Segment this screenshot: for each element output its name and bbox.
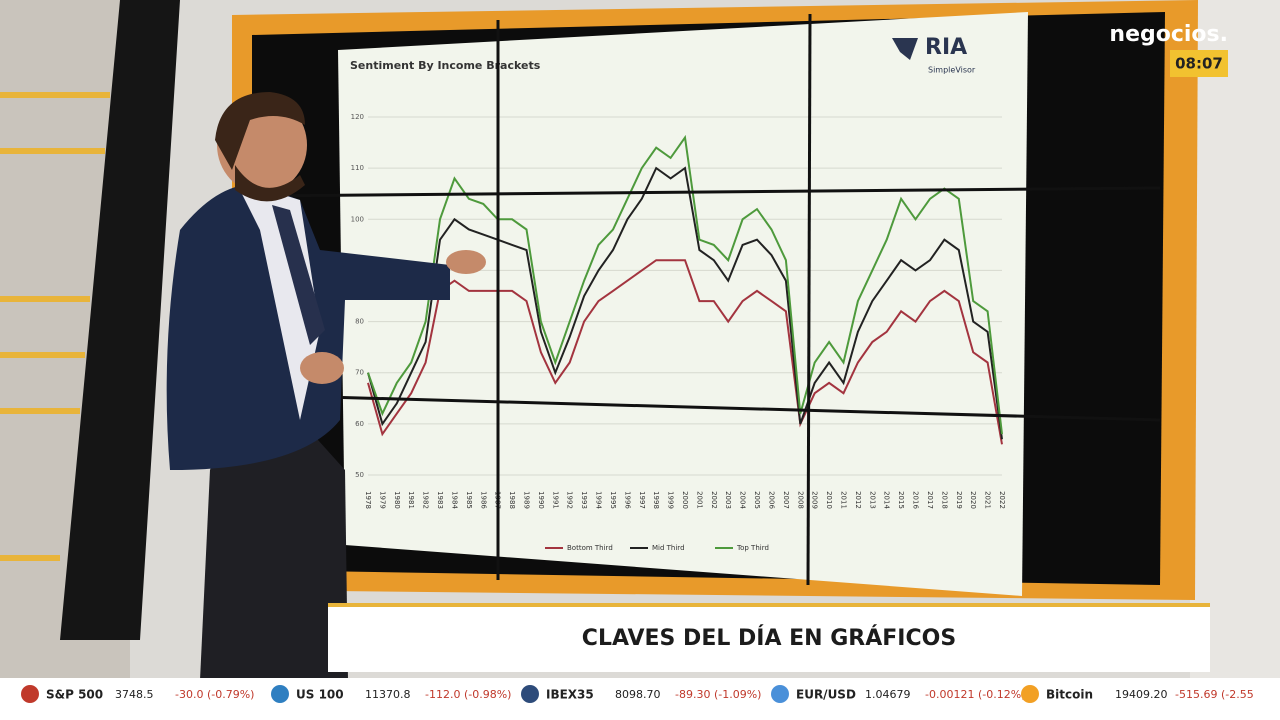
- x-tick-label: 1983: [436, 491, 444, 509]
- channel-logo: negocios.: [1109, 22, 1228, 47]
- ticker-name: EUR/USD: [796, 688, 856, 702]
- ticker-price: 19409.20: [1115, 688, 1168, 701]
- ticker-name: Bitcoin: [1046, 688, 1093, 702]
- ticker-change: -0.00121 (-0.12%): [925, 688, 1025, 701]
- x-tick-label: 1986: [479, 491, 487, 509]
- ticker-price: 11370.8: [365, 688, 411, 701]
- y-tick-label: 70: [355, 369, 364, 377]
- presenter: [166, 92, 486, 680]
- ticker-bar: [0, 678, 1280, 720]
- x-tick-label: 2002: [710, 491, 718, 509]
- x-tick-label: 1981: [407, 491, 415, 509]
- clock-box: [1170, 50, 1228, 77]
- x-tick-label: 1990: [537, 491, 545, 509]
- series-line: [367, 134, 1003, 435]
- ticker: S&P 500 3748.5 -30.0 (-0.79%) US 100 11370.8…: [21, 685, 1254, 703]
- pillar: [60, 0, 180, 640]
- x-tick-label: 2007: [782, 491, 790, 509]
- x-tick-label: 2003: [724, 491, 732, 509]
- x-tick-label: 1997: [638, 491, 646, 509]
- series-line: [367, 259, 1003, 445]
- x-tick-label: 1999: [667, 491, 675, 509]
- series-line: [367, 166, 1003, 440]
- ticker-icon: [521, 685, 539, 703]
- x-tick-label: 2021: [984, 491, 992, 509]
- y-tick-label: 60: [355, 420, 364, 428]
- x-tick-label: 2019: [955, 491, 963, 509]
- x-tick-label: 2014: [883, 491, 891, 509]
- legend-label: Mid Third: [652, 544, 685, 552]
- x-tick-label: 2009: [811, 491, 819, 509]
- brand-icon: [892, 38, 918, 60]
- x-tick-label: 1994: [595, 491, 603, 509]
- x-tick-label: 1979: [378, 491, 386, 509]
- x-tick-label: 2018: [940, 491, 948, 509]
- y-tick-label: 120: [351, 113, 364, 121]
- y-tick-label: 100: [351, 215, 364, 223]
- ticker-icon: [771, 685, 789, 703]
- y-tick-label: 110: [351, 164, 364, 172]
- brand: RIA: [925, 35, 967, 60]
- ticker-price: 3748.5: [115, 688, 154, 701]
- x-tick-label: 2012: [854, 491, 862, 509]
- x-tick-label: 2001: [695, 491, 703, 509]
- x-tick-label: 2020: [969, 491, 977, 509]
- ticker-price: 8098.70: [615, 688, 661, 701]
- brand-sub: SimpleVisor: [928, 66, 976, 75]
- screen-seams: [251, 13, 1161, 586]
- x-tick-label: 1984: [450, 491, 458, 509]
- legend-label: Bottom Third: [567, 544, 613, 552]
- x-tick-label: 2008: [796, 491, 804, 509]
- banner-box: [328, 603, 1210, 672]
- x-tick-label: 1982: [422, 491, 430, 509]
- ticker-price: 1.04679: [865, 688, 911, 701]
- ticker-name: IBEX35: [546, 688, 594, 702]
- x-tick-label: 2016: [912, 491, 920, 509]
- ticker-icon: [21, 685, 39, 703]
- ticker-change: -89.30 (-1.09%): [675, 688, 761, 701]
- ticker-change: -515.69 (-2.55: [1175, 688, 1254, 701]
- x-tick-label: 1993: [580, 491, 588, 509]
- x-tick-label: 2011: [840, 491, 848, 509]
- x-tick-label: 2000: [681, 491, 689, 509]
- x-tick-label: 1996: [623, 491, 631, 509]
- x-tick-label: 1988: [508, 491, 516, 509]
- x-tick-label: 1995: [609, 491, 617, 509]
- x-tick-label: 2004: [739, 491, 747, 509]
- x-tick-label: 2015: [897, 491, 905, 509]
- ticker-change: -30.0 (-0.79%): [175, 688, 254, 701]
- chart-panel: [338, 12, 1028, 596]
- ticker-icon: [1021, 685, 1039, 703]
- x-tick-label: 1978: [364, 491, 372, 509]
- chart-title: Sentiment By Income Brackets: [350, 59, 541, 72]
- x-tick-label: 1991: [551, 491, 559, 509]
- y-tick-label: 50: [355, 471, 364, 479]
- x-tick-label: 2005: [753, 491, 761, 509]
- x-tick-label: 2013: [868, 491, 876, 509]
- x-tick-label: 2022: [998, 491, 1006, 509]
- x-tick-label: 1998: [652, 491, 660, 509]
- y-tick-label: 80: [355, 318, 364, 326]
- ticker-change: -112.0 (-0.98%): [425, 688, 511, 701]
- x-tick-label: 1989: [523, 491, 531, 509]
- x-tick-label: 1992: [566, 491, 574, 509]
- x-tick-label: 1980: [393, 491, 401, 509]
- x-tick-label: 1985: [465, 491, 473, 509]
- banner-text: CLAVES DEL DÍA EN GRÁFICOS: [582, 625, 956, 651]
- right-wall: [1190, 0, 1280, 720]
- wall-lights: [0, 92, 110, 561]
- clock: 08:07: [1175, 55, 1223, 73]
- banner-accent: [328, 603, 1210, 607]
- x-tick-label: 2010: [825, 491, 833, 509]
- ticker-name: US 100: [296, 688, 344, 702]
- x-tick-label: 2017: [926, 491, 934, 509]
- legend-label: Top Third: [736, 544, 769, 552]
- x-tick-label: 2006: [767, 491, 775, 509]
- ticker-name: S&P 500: [46, 688, 103, 702]
- ticker-icon: [271, 685, 289, 703]
